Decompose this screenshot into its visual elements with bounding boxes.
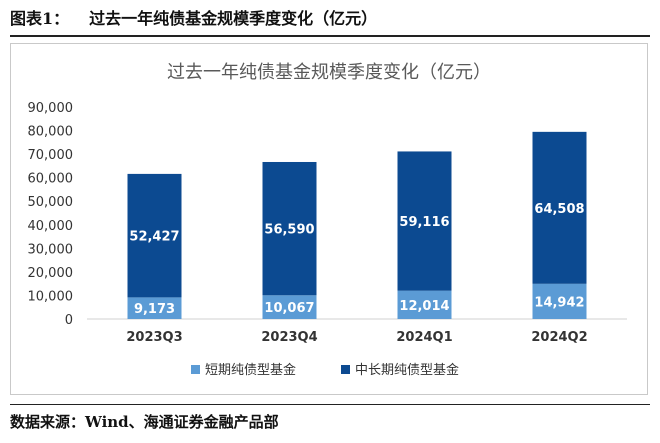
legend-swatch [191, 365, 200, 374]
data-label: 10,067 [264, 301, 314, 316]
bar-segment [532, 283, 587, 319]
y-tick-label: 90,000 [28, 101, 74, 116]
chart-title: 过去一年纯债基金规模季度变化（亿元） [167, 62, 491, 83]
y-tick-label: 0 [65, 313, 73, 328]
legend: 短期纯债型基金 中长期纯债型基金 [191, 362, 459, 378]
bar-segment [127, 173, 182, 298]
y-tick-label: 50,000 [28, 195, 74, 210]
y-tick-label: 30,000 [28, 242, 74, 257]
bar-segment [262, 295, 317, 319]
x-tick-label: 2024Q1 [396, 330, 452, 345]
x-tick-label: 2024Q2 [531, 330, 587, 345]
bar-segment [532, 131, 587, 284]
bars [127, 131, 587, 319]
bar-segment [262, 161, 317, 296]
figure-source: 数据来源：Wind、海通证券金融产品部 [10, 413, 279, 431]
bar-segment [397, 151, 452, 291]
y-tick-label: 70,000 [28, 148, 74, 163]
stacked-bar-chart: 过去一年纯债基金规模季度变化（亿元） 0 10,000 20,000 30,000 40… [28, 62, 627, 378]
data-label: 9,173 [134, 302, 175, 317]
figure-label: 图表1： [10, 9, 70, 28]
data-label: 52,427 [129, 230, 179, 245]
figure-header: 图表1： 过去一年纯债基金规模季度变化（亿元） [10, 4, 650, 34]
footer-rule [10, 404, 650, 405]
legend-swatch [341, 365, 350, 374]
data-label: 14,942 [534, 295, 584, 310]
y-tick-label: 10,000 [28, 289, 74, 304]
y-axis: 0 10,000 20,000 30,000 40,000 50,000 60,000 70,… [28, 101, 627, 328]
data-label: 59,116 [399, 215, 449, 230]
y-tick-label: 20,000 [28, 266, 74, 281]
data-label: 56,590 [264, 223, 314, 238]
y-tick-label: 80,000 [28, 125, 74, 140]
header-rule [10, 35, 650, 37]
bar-segment [397, 290, 452, 319]
legend-label: 短期纯债型基金 [205, 362, 296, 378]
x-axis: 2023Q3 2023Q4 2024Q1 2024Q2 [126, 330, 587, 345]
legend-label: 中长期纯债型基金 [355, 362, 459, 378]
y-tick-label: 60,000 [28, 172, 74, 187]
data-labels: 9,173 52,427 10,067 56,590 12,014 59,116 14,94… [129, 202, 584, 317]
data-label: 12,014 [399, 299, 449, 314]
y-tick-label: 40,000 [28, 219, 74, 234]
chart-area: 过去一年纯债基金规模季度变化（亿元） 0 10,000 20,000 30,000 40… [10, 43, 648, 395]
x-tick-label: 2023Q4 [261, 330, 317, 345]
x-tick-label: 2023Q3 [126, 330, 182, 345]
bar-segment [127, 297, 182, 319]
data-label: 64,508 [534, 202, 584, 217]
figure-title: 过去一年纯债基金规模季度变化（亿元） [89, 9, 378, 28]
